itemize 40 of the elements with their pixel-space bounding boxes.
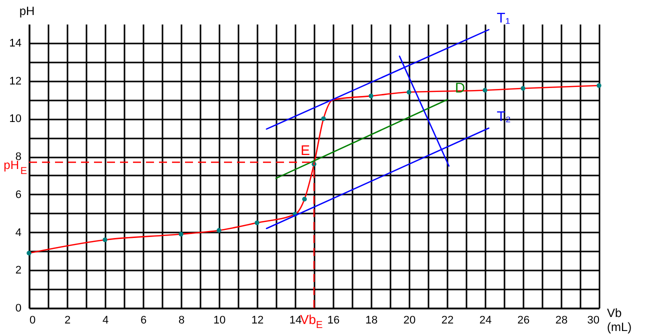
- x-tick-label: 22: [441, 314, 454, 326]
- x-tick-label: 14: [289, 314, 302, 326]
- x-tick-label: 2: [64, 314, 71, 326]
- point: [254, 220, 260, 226]
- x-tick-label: 26: [517, 314, 530, 326]
- y-tick-label: 0: [15, 302, 22, 314]
- x-tick-label: 4: [102, 314, 109, 326]
- y-tick-label: 10: [9, 113, 22, 126]
- x-tick-label: 28: [555, 314, 568, 326]
- x-tick-label: 18: [365, 314, 378, 326]
- point: [178, 232, 184, 236]
- y-tick-label: 2: [15, 264, 22, 277]
- x-tick-label: 6: [140, 314, 147, 326]
- y-tick-label: 4: [15, 226, 22, 239]
- point: [368, 94, 374, 98]
- point: [596, 83, 602, 88]
- x-tick-label: 8: [178, 314, 185, 326]
- point: [102, 238, 108, 242]
- point: [482, 88, 488, 93]
- point: [321, 116, 326, 122]
- x-axis-title: Vb (mL): [607, 306, 632, 334]
- x-tick-label: 20: [403, 314, 416, 326]
- point: [302, 196, 307, 202]
- y-tick-label: 14: [9, 37, 22, 50]
- y-tick-label: 6: [15, 188, 22, 201]
- point: [406, 90, 412, 94]
- point: [216, 228, 222, 233]
- x-tick-label: 24: [479, 314, 492, 326]
- x-tick-label: 30: [587, 314, 600, 326]
- point: [26, 250, 32, 256]
- x-tick-label: 10: [213, 314, 226, 326]
- series-label: T₁: [496, 10, 510, 26]
- x-tick-label: 12: [251, 314, 264, 326]
- y-tick-label: 8: [15, 151, 22, 164]
- x-tick-label: 0: [30, 314, 36, 326]
- annotation: E: [300, 142, 310, 158]
- y-axis-title: pH: [19, 4, 35, 18]
- x-tick-label: 16: [327, 314, 340, 326]
- point: [520, 86, 526, 91]
- y-tick-label: 12: [9, 75, 22, 88]
